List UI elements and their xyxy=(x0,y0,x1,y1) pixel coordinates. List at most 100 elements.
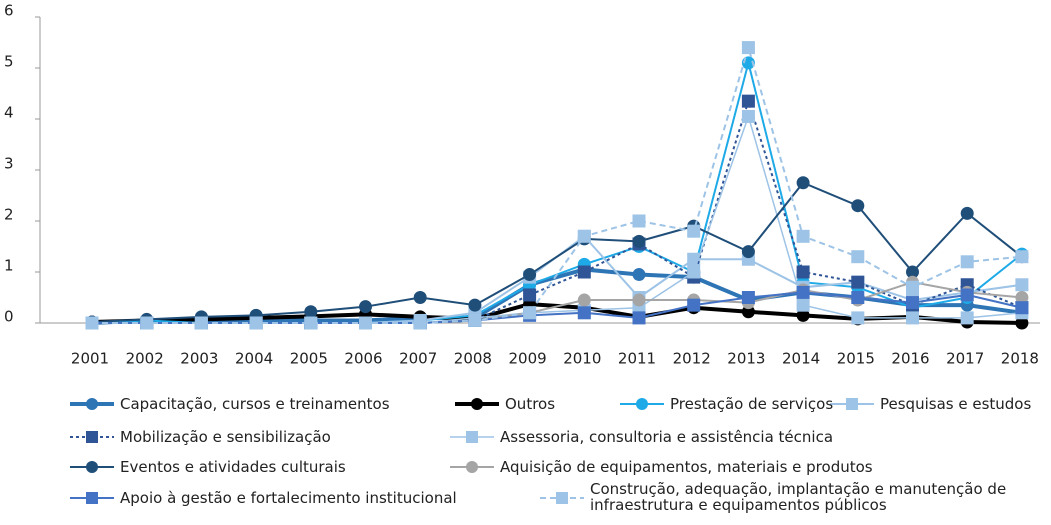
y-tick-label: 6 xyxy=(4,2,14,20)
x-tick-label: 2011 xyxy=(618,350,656,368)
marker xyxy=(413,291,427,304)
marker xyxy=(85,316,99,330)
marker xyxy=(960,311,974,325)
marker xyxy=(577,306,591,320)
marker xyxy=(632,214,646,228)
marker xyxy=(632,234,646,248)
legend-label: Aquisição de equipamentos, materiais e p… xyxy=(500,458,873,476)
marker xyxy=(687,224,701,238)
marker xyxy=(960,288,974,302)
marker xyxy=(304,305,318,319)
marker xyxy=(1015,301,1029,315)
marker xyxy=(86,398,98,410)
marker xyxy=(960,255,974,269)
legend-label: Mobilização e sensibilização xyxy=(120,428,331,446)
x-tick-label: 2004 xyxy=(235,350,273,368)
y-tick-label: 4 xyxy=(4,104,14,122)
marker xyxy=(687,265,701,279)
marker xyxy=(577,229,591,243)
marker xyxy=(796,298,810,312)
marker xyxy=(577,265,591,279)
marker xyxy=(741,245,755,259)
legend-label: Capacitação, cursos e treinamentos xyxy=(120,395,390,413)
series-line xyxy=(92,97,1023,324)
marker xyxy=(1015,250,1029,264)
marker xyxy=(851,199,865,213)
x-tick-label: 2008 xyxy=(454,350,492,368)
marker xyxy=(632,311,646,325)
marker xyxy=(851,311,865,325)
marker xyxy=(471,398,483,410)
marker xyxy=(851,275,865,289)
marker xyxy=(960,206,974,220)
legend-label: Prestação de serviços xyxy=(670,395,834,413)
marker xyxy=(359,316,372,330)
marker xyxy=(556,492,568,504)
marker xyxy=(140,316,154,330)
marker xyxy=(523,288,537,302)
x-tick-label: 2003 xyxy=(180,350,218,368)
x-tick-label: 2006 xyxy=(344,350,382,368)
marker xyxy=(687,298,701,312)
x-tick-label: 2016 xyxy=(891,350,929,368)
marker xyxy=(906,265,919,279)
marker xyxy=(466,431,478,443)
legend-label: Apoio à gestão e fortalecimento instituc… xyxy=(120,489,457,507)
marker xyxy=(1015,316,1029,330)
y-tick-label: 0 xyxy=(4,308,14,326)
marker xyxy=(1015,278,1029,292)
marker xyxy=(846,398,858,410)
legend-label: Pesquisas e estudos xyxy=(880,395,1032,413)
marker xyxy=(1015,291,1029,304)
marker xyxy=(359,300,372,314)
marker xyxy=(851,250,865,264)
marker xyxy=(632,293,646,307)
marker xyxy=(577,293,591,307)
legend-label: Assessoria, consultoria e assistência té… xyxy=(500,428,834,446)
marker xyxy=(468,298,482,312)
x-tick-label: 2013 xyxy=(727,350,765,368)
marker xyxy=(741,291,755,304)
x-tick-label: 2018 xyxy=(1001,350,1039,368)
marker xyxy=(523,268,537,282)
x-tick-label: 2009 xyxy=(509,350,547,368)
marker xyxy=(796,285,810,299)
x-tick-label: 2015 xyxy=(837,350,875,368)
series-line xyxy=(91,62,1023,324)
x-tick-label: 2012 xyxy=(673,350,711,368)
marker xyxy=(86,492,98,504)
x-tick-label: 2001 xyxy=(71,350,109,368)
marker xyxy=(636,398,648,410)
marker xyxy=(413,316,427,330)
marker xyxy=(906,280,919,294)
marker xyxy=(194,316,208,330)
y-tick-label: 3 xyxy=(4,155,14,173)
series-line xyxy=(92,234,1023,324)
marker xyxy=(851,291,865,304)
marker xyxy=(796,229,810,243)
x-tick-label: 2017 xyxy=(946,350,984,368)
marker xyxy=(796,265,810,279)
marker xyxy=(86,431,98,443)
marker xyxy=(304,316,318,330)
marker xyxy=(906,296,919,310)
legend-label: Eventos e atividades culturais xyxy=(120,458,346,476)
marker xyxy=(796,176,810,190)
legend-label: Construção, adequação, implantação e man… xyxy=(590,480,1007,514)
series-line xyxy=(91,181,1023,323)
marker xyxy=(741,94,755,108)
y-tick-label: 2 xyxy=(4,206,14,224)
marker xyxy=(523,306,537,320)
marker xyxy=(796,308,810,322)
marker xyxy=(249,316,263,330)
marker xyxy=(466,461,478,473)
series-line xyxy=(92,44,1022,324)
marker xyxy=(468,313,482,327)
x-tick-label: 2007 xyxy=(399,350,437,368)
x-tick-label: 2010 xyxy=(563,350,601,368)
marker xyxy=(741,109,755,123)
marker xyxy=(906,311,919,325)
x-tick-label: 2014 xyxy=(782,350,820,368)
